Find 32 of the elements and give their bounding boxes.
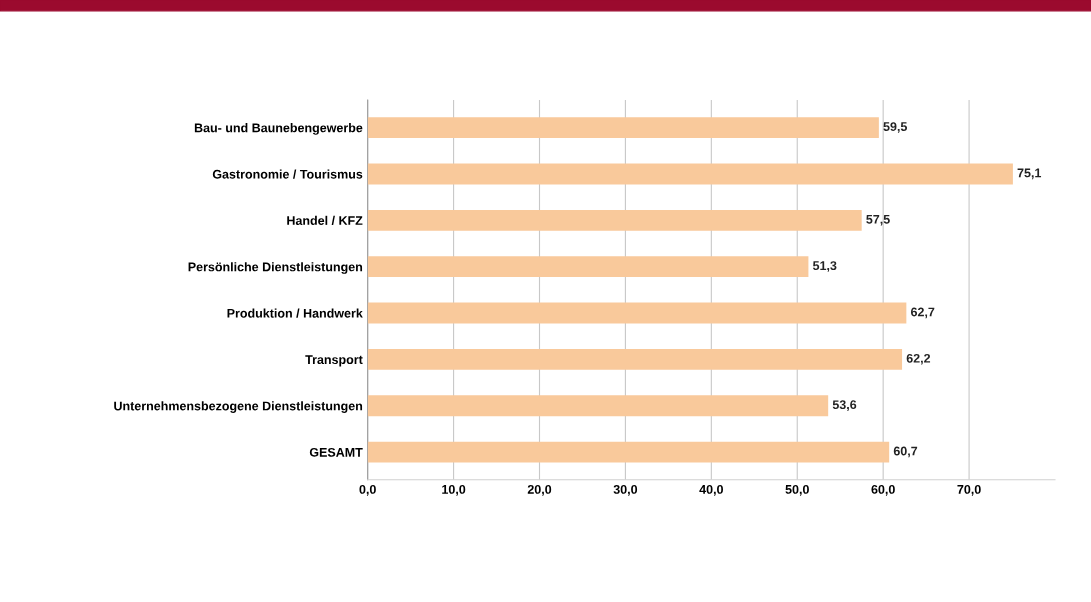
x-tick-label: 0,0 (359, 484, 376, 496)
y-tick-label: Persönliche Dienstleistungen (188, 262, 363, 274)
bar (367, 256, 809, 278)
data-label: 75,1 (1017, 168, 1042, 180)
y-tick-label: Unternehmensbezogene Dienstleistungen (114, 401, 363, 413)
data-label: 51,3 (812, 261, 837, 272)
bar (367, 163, 1013, 185)
data-label: 57,5 (866, 214, 890, 226)
x-tick-label: 50,0 (785, 484, 809, 496)
bar (367, 348, 903, 370)
y-tick-label: Produktion / Handwerk (227, 308, 363, 318)
x-tick-label: 70,0 (957, 484, 981, 496)
bar (367, 209, 862, 231)
x-tick-label: 40,0 (699, 484, 723, 496)
x-tick-label: 30,0 (613, 484, 638, 496)
x-tick-label: 20,0 (527, 484, 552, 496)
y-tick-label: Gastronomie / Tourismus (212, 169, 363, 179)
bar (367, 302, 907, 324)
y-tick-label: Bau- und Baunebengewerbe (194, 123, 363, 135)
data-label: 60,7 (893, 446, 918, 458)
bar (367, 441, 890, 463)
bar (367, 117, 879, 139)
y-tick-label: Transport (305, 355, 363, 367)
data-label: 59,5 (883, 122, 908, 133)
bar (367, 395, 829, 417)
data-label: 62,7 (910, 307, 935, 319)
data-label: 62,2 (906, 353, 931, 365)
x-tick-label: 60,0 (871, 484, 895, 496)
data-label: 53,6 (832, 400, 857, 411)
y-tick-label: Handel / KFZ (287, 215, 363, 226)
y-tick-label: GESAMT (309, 447, 363, 457)
x-tick-label: 10,0 (442, 484, 466, 496)
